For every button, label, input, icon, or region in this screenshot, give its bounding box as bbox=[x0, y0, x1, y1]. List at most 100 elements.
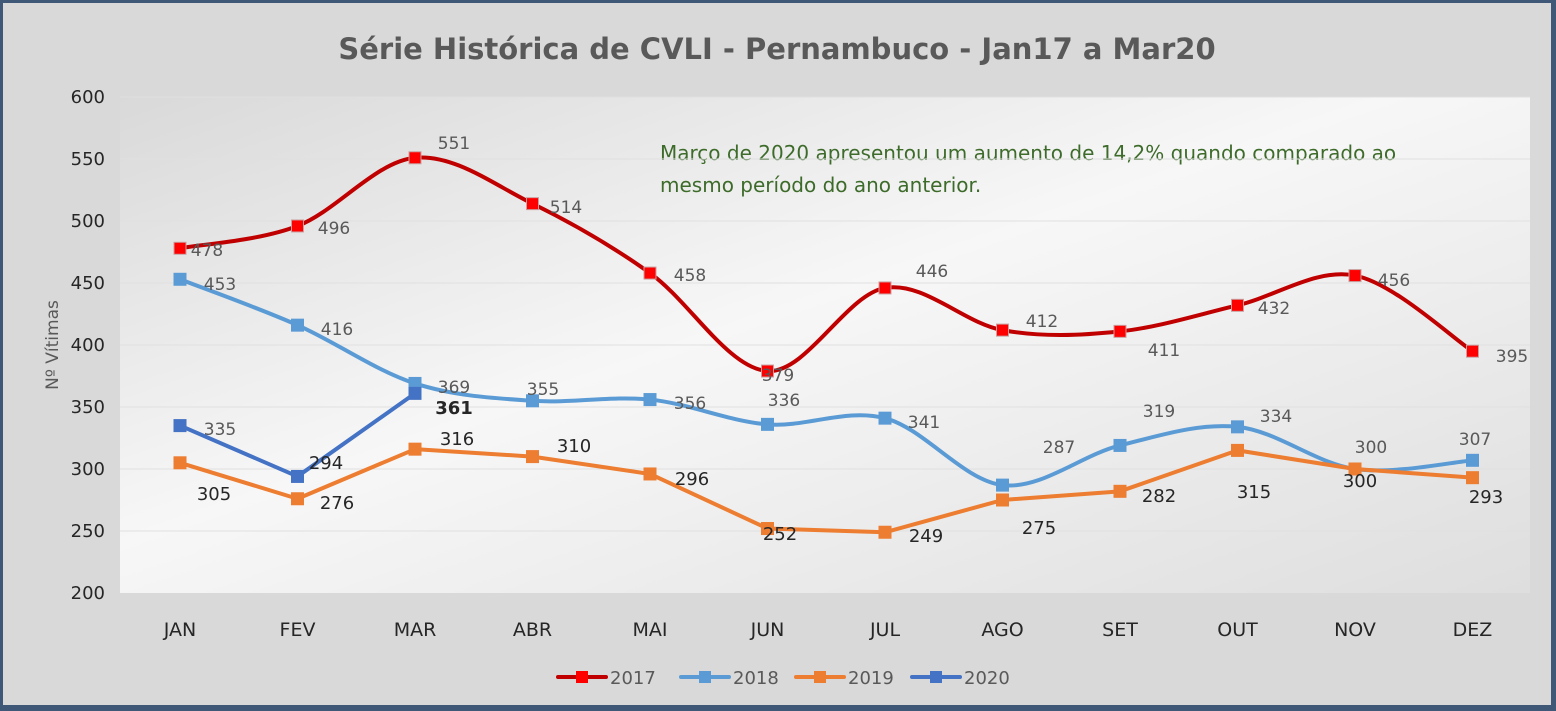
data-point-2017 bbox=[526, 197, 539, 211]
data-point-2019 bbox=[996, 493, 1009, 507]
data-label-2018: 356 bbox=[674, 394, 706, 414]
data-point-2019 bbox=[1348, 462, 1362, 476]
data-label-2017: 514 bbox=[550, 198, 582, 218]
data-label-2019: 249 bbox=[909, 526, 943, 547]
data-point-2019 bbox=[878, 525, 892, 539]
legend-label-2018: 2018 bbox=[733, 668, 779, 689]
data-label-2018: 300 bbox=[1355, 438, 1387, 458]
data-label-2018: 341 bbox=[908, 413, 940, 433]
data-label-2020: 294 bbox=[309, 453, 343, 474]
series-line-2017 bbox=[178, 155, 1475, 374]
data-point-2019 bbox=[291, 492, 304, 506]
data-point-2018 bbox=[643, 393, 657, 407]
data-point-2017 bbox=[291, 219, 304, 233]
x-tick-label: SET bbox=[1102, 619, 1138, 641]
y-tick-label: 550 bbox=[71, 149, 105, 170]
series-line-2018 bbox=[178, 277, 1475, 488]
data-label-2019: 300 bbox=[1343, 471, 1377, 492]
data-point-2018 bbox=[1231, 420, 1244, 434]
x-tick-label: NOV bbox=[1334, 619, 1376, 641]
data-label-2017: 478 bbox=[191, 241, 223, 261]
data-point-2017 bbox=[1466, 344, 1479, 358]
x-tick-label: FEV bbox=[280, 619, 316, 641]
data-point-2017 bbox=[1231, 298, 1244, 312]
legend-label-2017: 2017 bbox=[610, 668, 656, 689]
data-point-2019 bbox=[643, 467, 657, 481]
series-line-2019 bbox=[178, 447, 1475, 535]
data-label-2019: 305 bbox=[197, 484, 231, 505]
data-label-2017: 411 bbox=[1148, 341, 1180, 361]
data-point-2019 bbox=[1231, 443, 1244, 457]
legend-marker-2019 bbox=[814, 671, 826, 683]
data-label-2018: 416 bbox=[321, 320, 353, 340]
x-tick-label: AGO bbox=[981, 619, 1023, 641]
annotation-line-1: Março de 2020 apresentou um aumento de 1… bbox=[660, 141, 1396, 165]
data-label-2018: 453 bbox=[204, 275, 236, 295]
x-tick-label: JUL bbox=[869, 619, 901, 641]
data-point-2018 bbox=[1466, 453, 1479, 467]
data-label-2017: 432 bbox=[1258, 299, 1290, 319]
data-label-2017: 446 bbox=[916, 262, 948, 282]
data-label-2017: 456 bbox=[1378, 271, 1410, 291]
data-point-2019 bbox=[408, 442, 422, 456]
data-label-2017: 551 bbox=[438, 134, 470, 154]
data-label-2019: 296 bbox=[675, 469, 709, 490]
data-label-2019: 275 bbox=[1022, 518, 1056, 539]
data-label-2018: 369 bbox=[438, 378, 470, 398]
y-tick-label: 600 bbox=[71, 87, 105, 108]
data-point-2018 bbox=[878, 411, 892, 425]
data-label-2018: 307 bbox=[1459, 430, 1491, 450]
data-point-2020 bbox=[173, 419, 187, 433]
y-tick-label: 500 bbox=[71, 211, 105, 232]
data-label-2019: 315 bbox=[1237, 482, 1271, 503]
data-label-2018: 319 bbox=[1143, 402, 1175, 422]
data-label-2019: 282 bbox=[1142, 486, 1176, 507]
data-point-2018 bbox=[173, 272, 187, 286]
x-tick-label: ABR bbox=[513, 619, 552, 641]
data-point-2018 bbox=[526, 394, 539, 408]
data-point-2017 bbox=[996, 323, 1009, 337]
data-label-2017: 458 bbox=[674, 266, 706, 286]
x-tick-label: JAN bbox=[163, 619, 196, 641]
data-label-2018: 287 bbox=[1043, 438, 1075, 458]
data-label-2017: 379 bbox=[762, 366, 794, 386]
data-point-2019 bbox=[761, 522, 774, 536]
data-label-2018: 355 bbox=[527, 380, 559, 400]
legend-marker-2020 bbox=[930, 671, 942, 683]
data-point-2018 bbox=[761, 417, 774, 431]
x-tick-label: JUN bbox=[750, 619, 785, 641]
data-label-2019: 310 bbox=[557, 436, 591, 457]
y-tick-label: 200 bbox=[71, 583, 105, 604]
data-point-2017 bbox=[878, 281, 892, 295]
y-tick-label: 300 bbox=[71, 459, 105, 480]
data-label-2017: 412 bbox=[1026, 312, 1058, 332]
data-point-2019 bbox=[173, 456, 187, 470]
data-point-2020 bbox=[291, 469, 304, 483]
data-point-2017 bbox=[1113, 324, 1127, 338]
data-point-2019 bbox=[1113, 484, 1127, 498]
data-point-2017 bbox=[643, 266, 657, 280]
data-label-2019: 293 bbox=[1469, 487, 1503, 508]
annotation-line-2: mesmo período do ano anterior. bbox=[660, 173, 981, 197]
data-point-2017 bbox=[1348, 269, 1362, 283]
data-point-2017 bbox=[173, 241, 187, 255]
data-point-2018 bbox=[291, 318, 304, 332]
chart-title: Série Histórica de CVLI - Pernambuco - J… bbox=[338, 32, 1215, 66]
data-label-2017: 395 bbox=[1496, 347, 1528, 367]
data-label-2019: 316 bbox=[440, 429, 474, 450]
data-point-2018 bbox=[996, 478, 1009, 492]
data-point-2018 bbox=[1113, 438, 1127, 452]
legend-marker-2018 bbox=[699, 671, 711, 683]
legend-label-2019: 2019 bbox=[848, 668, 894, 689]
legend-label-2020: 2020 bbox=[964, 668, 1010, 689]
y-tick-label: 350 bbox=[71, 397, 105, 418]
x-tick-label: DEZ bbox=[1453, 619, 1493, 641]
data-point-2019 bbox=[526, 450, 539, 464]
data-point-2020 bbox=[408, 386, 422, 400]
line-chart: Série Histórica de CVLI - Pernambuco - J… bbox=[43, 32, 1530, 689]
y-tick-label: 400 bbox=[71, 335, 105, 356]
data-point-2017 bbox=[761, 364, 774, 378]
data-label-2018: 334 bbox=[1260, 407, 1292, 427]
legend-marker-2017 bbox=[576, 671, 588, 683]
data-label-2017: 496 bbox=[318, 219, 350, 239]
